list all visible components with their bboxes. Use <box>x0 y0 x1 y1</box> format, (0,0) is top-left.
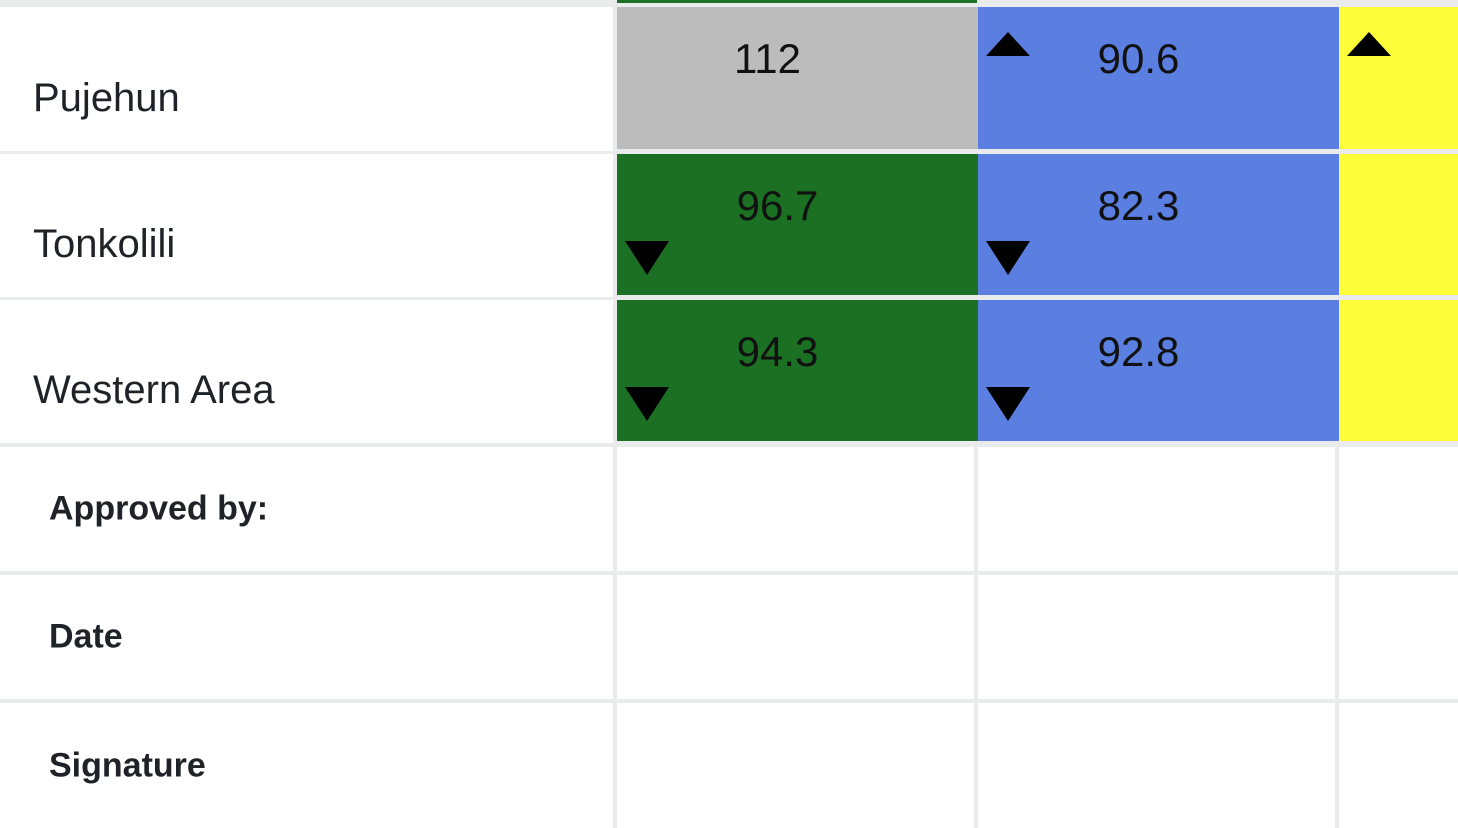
cell-value: 90.6 <box>1097 35 1180 82</box>
approved-by-field[interactable] <box>617 447 974 571</box>
down-arrow-icon <box>986 241 1030 275</box>
previous-row-edge <box>617 0 977 3</box>
cell-value: 112 <box>734 35 801 82</box>
up-arrow-icon <box>986 32 1030 56</box>
data-cell[interactable]: 94.3 <box>617 300 978 441</box>
cell-value: 94.3 <box>736 328 819 375</box>
row-label: Pujehun <box>33 76 180 120</box>
data-cell[interactable]: 112 <box>617 7 978 149</box>
approved-by-label: Approved by: <box>49 489 269 528</box>
date-field[interactable] <box>1339 575 1458 699</box>
footer-label-cell: Approved by: <box>0 447 613 571</box>
approved-by-field[interactable] <box>978 447 1335 571</box>
down-arrow-icon <box>986 387 1030 421</box>
data-cell[interactable] <box>1339 300 1458 441</box>
row-label: Tonkolili <box>33 222 176 266</box>
approved-by-field[interactable] <box>1339 447 1458 571</box>
data-cell[interactable]: 96.7 <box>617 154 978 295</box>
down-arrow-icon <box>625 241 669 275</box>
date-field[interactable] <box>617 575 974 699</box>
row-label-cell: Tonkolili <box>0 154 613 297</box>
data-cell[interactable] <box>1339 7 1458 149</box>
date-field[interactable] <box>978 575 1335 699</box>
row-label-cell: Pujehun <box>0 7 613 151</box>
row-label-cell: Western Area <box>0 300 613 443</box>
signature-field[interactable] <box>617 703 974 828</box>
footer-label-cell: Date <box>0 575 613 699</box>
up-arrow-icon <box>1347 32 1391 56</box>
data-cell[interactable]: 90.6 <box>978 7 1339 149</box>
signature-field[interactable] <box>978 703 1335 828</box>
signature-label: Signature <box>49 746 206 784</box>
footer-label-cell: Signature <box>0 703 613 828</box>
signature-field[interactable] <box>1339 703 1458 828</box>
down-arrow-icon <box>625 387 669 421</box>
date-label: Date <box>49 617 123 656</box>
data-cell[interactable]: 92.8 <box>978 300 1339 441</box>
cell-value: 96.7 <box>736 182 819 229</box>
row-label: Western Area <box>33 368 275 412</box>
data-cell[interactable] <box>1339 154 1458 295</box>
cell-value: 92.8 <box>1097 328 1180 375</box>
data-cell[interactable]: 82.3 <box>978 154 1339 295</box>
cell-value: 82.3 <box>1097 182 1180 229</box>
